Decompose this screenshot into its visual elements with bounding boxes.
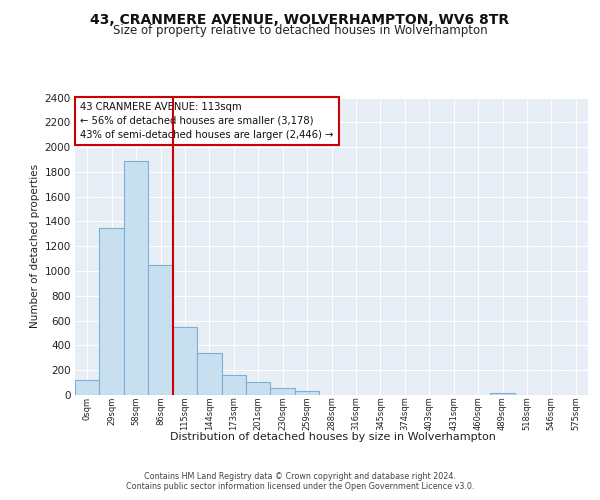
Bar [246,382,271,395]
Text: Size of property relative to detached houses in Wolverhampton: Size of property relative to detached ho… [113,24,487,37]
Bar [75,380,100,395]
Bar [490,392,515,395]
Bar [124,160,148,395]
Text: 43 CRANMERE AVENUE: 113sqm
← 56% of detached houses are smaller (3,178)
43% of s: 43 CRANMERE AVENUE: 113sqm ← 56% of deta… [80,102,334,140]
Bar [295,392,319,395]
Bar [100,228,124,395]
Text: 43, CRANMERE AVENUE, WOLVERHAMPTON, WV6 8TR: 43, CRANMERE AVENUE, WOLVERHAMPTON, WV6 … [91,12,509,26]
Bar [173,327,197,395]
Bar [197,353,221,395]
Y-axis label: Number of detached properties: Number of detached properties [31,164,40,328]
Text: Distribution of detached houses by size in Wolverhampton: Distribution of detached houses by size … [170,432,496,442]
Bar [271,388,295,395]
Bar [221,374,246,395]
Text: Contains HM Land Registry data © Crown copyright and database right 2024.: Contains HM Land Registry data © Crown c… [144,472,456,481]
Text: Contains public sector information licensed under the Open Government Licence v3: Contains public sector information licen… [126,482,474,491]
Bar [148,265,173,395]
